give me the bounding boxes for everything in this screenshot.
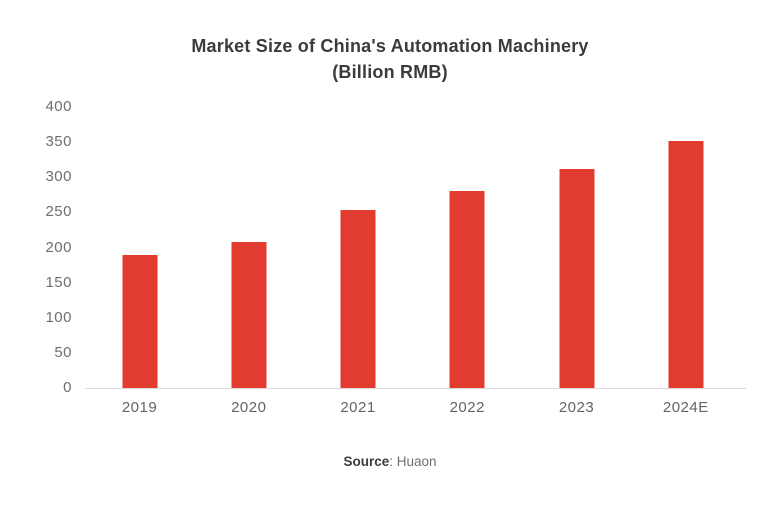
y-tick-label: 0 [63, 379, 72, 396]
source-label: Source [343, 454, 390, 469]
x-tick-label-2023: 2023 [558, 399, 595, 416]
y-tick-label: 250 [45, 203, 72, 221]
bar-2019 [122, 254, 157, 388]
y-tick-label: 200 [45, 238, 72, 256]
bar-2022 [449, 190, 485, 388]
plot-area [85, 107, 746, 389]
x-tick-label-2020: 2020 [231, 399, 267, 416]
source-note: Source: Huaon [0, 454, 780, 469]
y-tick-label: 300 [45, 168, 72, 186]
x-tick-label-2019: 2019 [121, 399, 158, 416]
x-axis: 2019 2020 2021 2022 2023 2024E [85, 399, 746, 419]
chart-title-line2: (Billion RMB) [332, 62, 448, 82]
y-tick-label: 400 [45, 98, 72, 115]
x-tick-label-2024E: 2024E [662, 399, 709, 416]
bar-2023 [559, 168, 595, 388]
bar-2024E [668, 140, 704, 388]
y-tick-label: 100 [45, 308, 72, 326]
chart-title-line1: Market Size of China's Automation Machin… [191, 36, 589, 56]
bar-2020 [231, 241, 267, 388]
y-tick-label: 50 [54, 343, 72, 361]
y-tick-label: 350 [45, 133, 72, 151]
x-tick-label-2021: 2021 [340, 399, 376, 416]
chart-title: Market Size of China's Automation Machin… [0, 33, 780, 85]
source-value: : Huaon [389, 454, 437, 469]
y-tick-label: 150 [45, 273, 72, 291]
x-tick-label-2022: 2022 [449, 399, 485, 416]
y-axis: 0 50 100 150 200 250 300 350 400 [0, 98, 72, 396]
bar-2021 [340, 210, 376, 388]
